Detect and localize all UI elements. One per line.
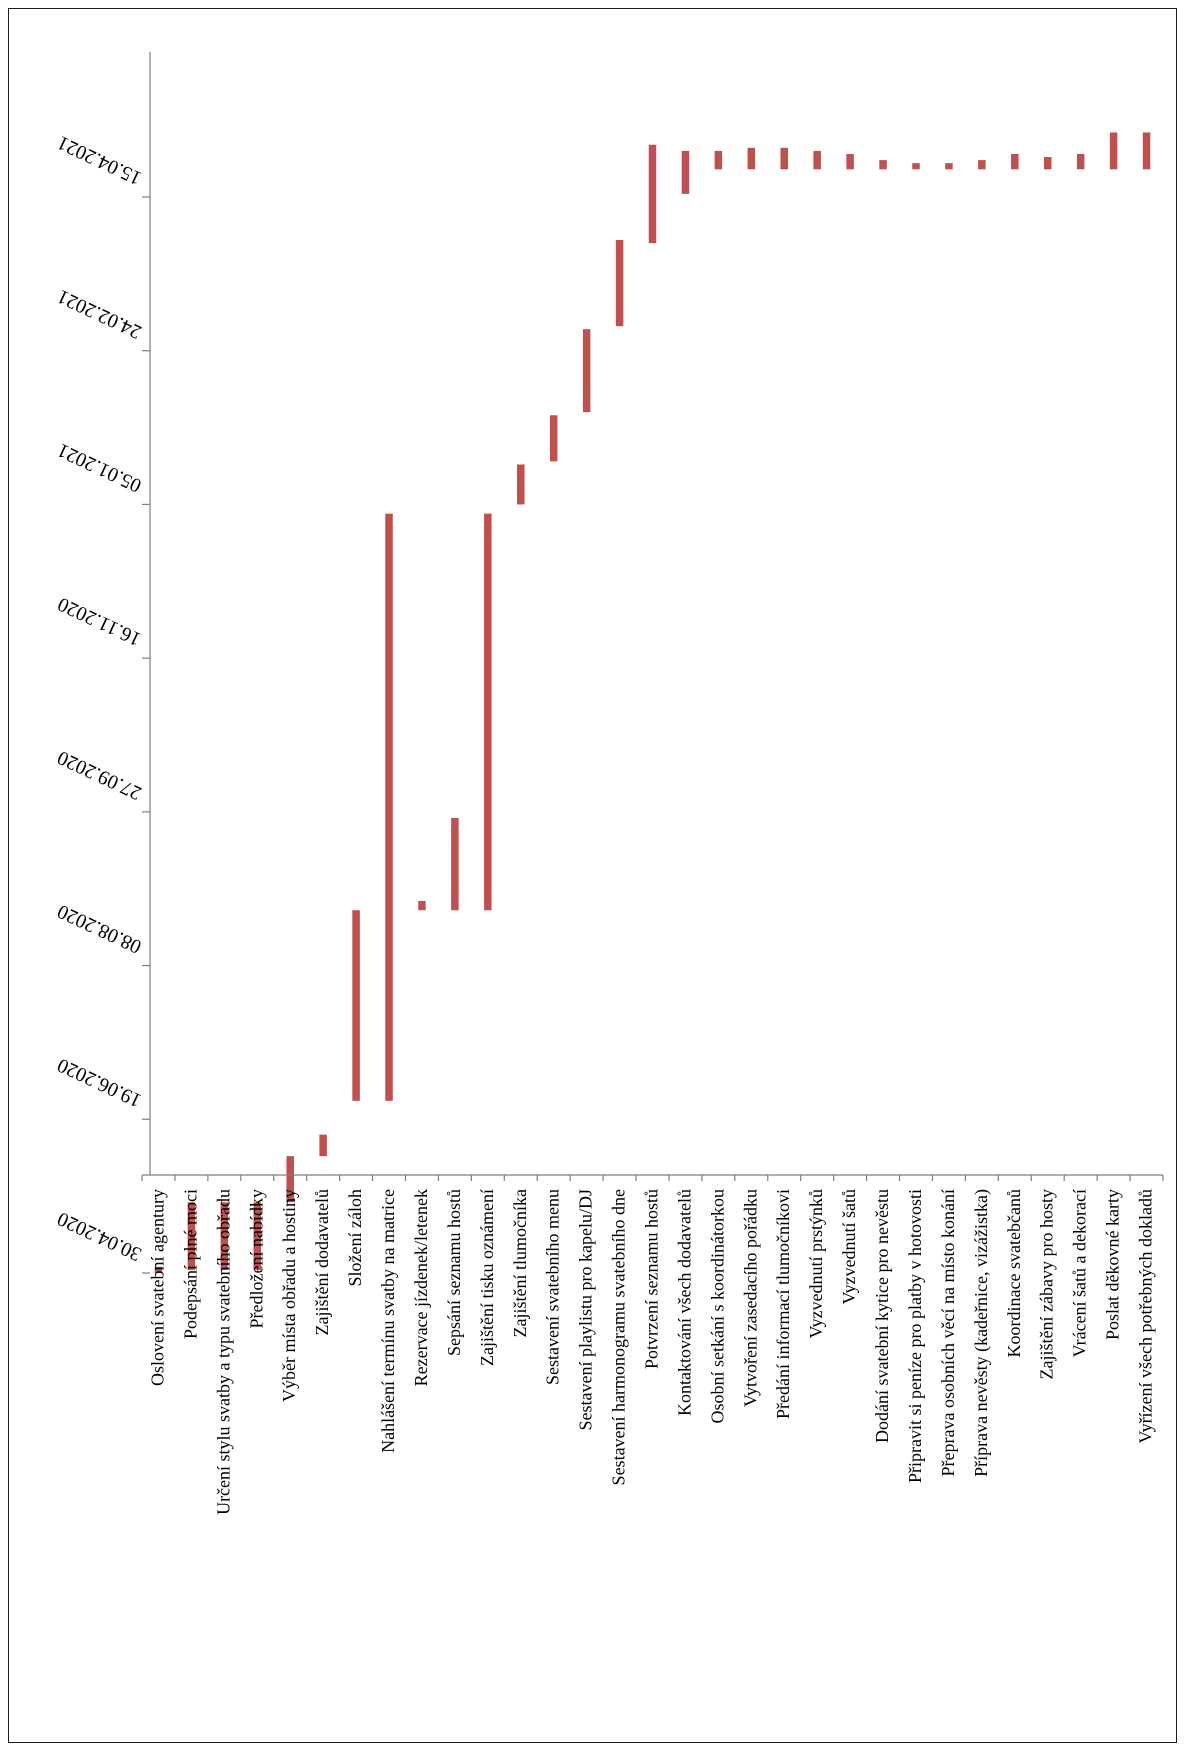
task-bar xyxy=(813,150,821,170)
task-bar xyxy=(253,1202,262,1270)
chart-frame xyxy=(8,8,1177,1743)
task-label: Koordinace svatebčanů xyxy=(1004,1189,1024,1357)
task-label: Poslat děkovné karty xyxy=(1103,1189,1123,1340)
task-label: Vyzvednutí šatů xyxy=(839,1189,859,1304)
task-bar xyxy=(846,153,854,170)
task-bar xyxy=(747,147,756,170)
value-tick-label: 16.11.2020 xyxy=(54,593,144,651)
task-label: Nahlášení termínu svatby na matrice xyxy=(378,1189,398,1453)
task-bar xyxy=(549,415,558,462)
value-tick-label: 24.02.2021 xyxy=(54,285,145,343)
task-label: Zajištění dodavatelů xyxy=(312,1189,332,1335)
bars-group xyxy=(154,132,1151,1273)
task-bar xyxy=(286,1156,294,1203)
value-tick-label: 27.09.2020 xyxy=(54,746,145,804)
task-label: Podepsání plné moci xyxy=(180,1189,200,1339)
task-bar xyxy=(418,901,426,911)
task-bar xyxy=(780,147,788,170)
task-label: Vyřízení všech potřebných dokladů xyxy=(1136,1189,1156,1443)
task-bar xyxy=(582,329,591,413)
task-bar xyxy=(484,513,492,911)
value-tick-label: 08.08.2020 xyxy=(54,900,145,958)
task-label: Potvrzení seznamu hostů xyxy=(642,1189,662,1369)
task-label: Kontaktování všech dodavatelů xyxy=(674,1189,694,1416)
task-label: Předložení nabídky xyxy=(246,1189,266,1328)
task-bar xyxy=(154,1266,163,1273)
task-bar xyxy=(352,910,360,1101)
task-bar xyxy=(648,144,657,244)
task-label: Příprava nevěsty (kadeřnice, vizážistka) xyxy=(971,1189,992,1477)
task-bar xyxy=(187,1202,196,1270)
task-bar xyxy=(714,150,723,170)
task-label: Sepsání seznamu hostů xyxy=(444,1189,464,1356)
task-label: Zajištění zábavy pro hosty xyxy=(1037,1189,1057,1379)
task-bar xyxy=(220,1202,229,1270)
task-label: Sestavení svatebního menu xyxy=(543,1189,563,1385)
task-label: Dodání svatební kytice pro nevěstu xyxy=(872,1189,892,1443)
task-label: Výběr místa obřadu a hostiny xyxy=(279,1189,299,1402)
value-tick-label: 15.04.2021 xyxy=(54,131,145,189)
axes-group xyxy=(141,52,1164,1274)
task-bar xyxy=(1142,132,1151,170)
task-label: Přeprava osobních věcí na místo konání xyxy=(938,1189,958,1476)
value-tick-label: 19.06.2020 xyxy=(54,1054,145,1112)
task-bar xyxy=(517,464,525,505)
task-label: Připravit si peníze pro platby v hotovos… xyxy=(905,1189,925,1483)
task-label: Osobní setkání s koordinátorkou xyxy=(707,1189,727,1423)
task-bar xyxy=(912,163,920,170)
task-bar xyxy=(1076,153,1085,170)
task-bar xyxy=(879,160,887,170)
task-label: Zajištění tlumočníka xyxy=(510,1189,530,1337)
task-bar xyxy=(945,163,953,170)
task-bar xyxy=(1043,157,1052,170)
task-label: Určení stylu svatby a typu svatebního ob… xyxy=(213,1189,233,1515)
task-label: Sestavení harmonogramu svatebního dne xyxy=(609,1189,629,1485)
task-bar xyxy=(319,1134,327,1157)
task-label: Vytvoření zasedacího pořádku xyxy=(740,1189,760,1407)
task-bar xyxy=(681,150,690,194)
task-bar xyxy=(451,818,459,911)
task-label: Vrácení šatů a dekorací xyxy=(1070,1189,1090,1357)
task-bar xyxy=(978,160,986,170)
task-label: Složení záloh xyxy=(345,1189,365,1286)
value-tick-label: 05.01.2021 xyxy=(54,439,145,497)
task-bar xyxy=(385,513,393,1101)
labels-group: 30.04.2020 19.06.2020 08.08.2020 27.09.2020… xyxy=(54,131,1156,1515)
task-label: Rezervace jízdenek/letenek xyxy=(411,1189,431,1386)
value-tick-label: 30.04.2020 xyxy=(54,1207,145,1265)
task-label: Vyzvednutí prstýnků xyxy=(806,1189,826,1338)
task-bar xyxy=(1109,132,1118,170)
task-bar xyxy=(1011,153,1019,170)
task-label: Sestavení playlistu pro kapelu/DJ xyxy=(576,1189,596,1430)
task-label: Předání informací tlumočníkovi xyxy=(773,1189,793,1419)
task-label: Oslovení svatební agentury xyxy=(147,1189,167,1386)
task-bar xyxy=(615,240,624,327)
task-label: Zajištění tisku oznámení xyxy=(477,1189,497,1366)
